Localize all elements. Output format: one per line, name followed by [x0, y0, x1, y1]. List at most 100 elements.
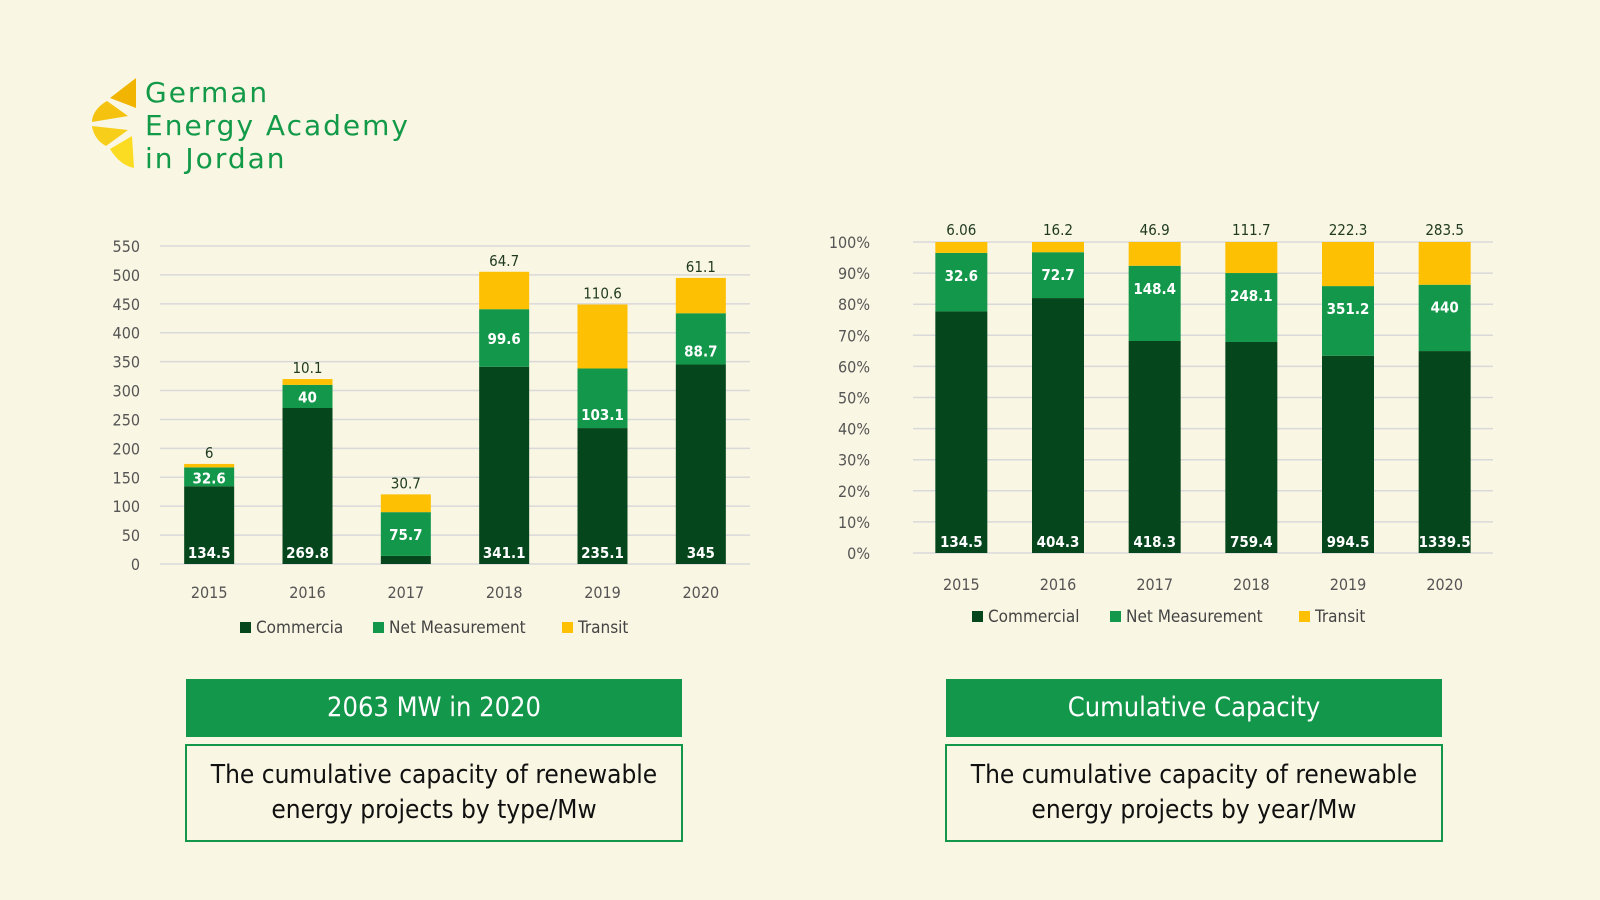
legend-label: Transit — [577, 618, 628, 638]
bar-segment-commercia — [380, 555, 431, 564]
legend-label: Commercia — [256, 618, 343, 638]
data-label: 351.2 — [1327, 300, 1370, 318]
bar-segment-transit — [1032, 242, 1084, 253]
bar-segment-net-measurement — [184, 467, 235, 487]
y-tick-label: 30% — [838, 451, 870, 470]
bar-segment-commercia — [479, 366, 530, 564]
bar-segment-commercial — [1225, 341, 1278, 553]
bar-segment-net-measurement — [577, 368, 628, 429]
data-label: 148.4 — [1133, 280, 1176, 298]
data-label: 61.1 — [686, 258, 716, 276]
y-tick-label: 200 — [113, 439, 140, 458]
y-tick-label: 550 — [113, 237, 140, 256]
data-label: 1339.5 — [1419, 533, 1471, 551]
bar-segment-transit — [935, 242, 988, 253]
data-label: 99.6 — [488, 330, 521, 348]
description-line: The cumulative capacity of renewable — [970, 760, 1418, 790]
x-tick-label: 2018 — [486, 583, 523, 602]
panel-title-bar: Cumulative Capacity — [946, 679, 1442, 737]
data-label: 88.7 — [684, 343, 717, 361]
cumulative-capacity-chart: 0% 10% 20% 30% 40% 50% 60% 70% 80% 90% 100% 134.5 32… — [829, 221, 1493, 627]
bar-segment-commercial — [1128, 340, 1181, 553]
logo-line: German — [145, 76, 270, 109]
bar-segment-net-measurement — [282, 384, 333, 409]
bar-segment-transit — [184, 463, 235, 468]
legend-swatch — [562, 622, 573, 633]
bar-segment-net-measurement — [1128, 265, 1181, 341]
y-tick-label: 50% — [838, 389, 870, 408]
y-tick-label: 400 — [113, 324, 140, 343]
bar-segment-net-measurement — [1322, 286, 1374, 356]
data-label: 64.7 — [489, 252, 519, 270]
data-label: 32.6 — [193, 469, 226, 487]
data-label: 111.7 — [1232, 221, 1271, 239]
bar-segment-net-measurement — [380, 512, 431, 556]
x-tick-label: 2016 — [289, 583, 326, 602]
data-label: 418.3 — [1133, 533, 1176, 551]
legend-swatch — [1110, 611, 1121, 622]
data-label: 40 — [298, 388, 317, 406]
data-label: 6 — [205, 444, 214, 462]
data-label: 110.6 — [583, 285, 622, 303]
data-label: 10.1 — [292, 359, 322, 377]
x-tick-label: 2015 — [191, 583, 228, 602]
x-tick-label: 2019 — [1330, 575, 1367, 594]
data-label: 235.1 — [581, 544, 624, 562]
legend-label: Transit — [1314, 607, 1365, 627]
bar-segment-commercia — [184, 486, 235, 564]
data-label: 6.06 — [946, 221, 976, 239]
data-label: 134.5 — [188, 544, 231, 562]
bar-segment-transit — [282, 379, 333, 385]
bar-segment-commercial — [1032, 298, 1084, 553]
y-tick-label: 10% — [838, 513, 870, 532]
panel-description: The cumulative capacity of renewable ene… — [185, 744, 683, 842]
x-tick-label: 2020 — [1426, 575, 1463, 594]
data-label: 32.6 — [945, 267, 978, 285]
y-tick-label: 100 — [113, 497, 140, 516]
bar-segment-commercia — [675, 364, 726, 564]
bar-segment-net-measurement — [1225, 273, 1278, 342]
data-label: 269.8 — [286, 544, 329, 562]
y-tick-label: 20% — [838, 482, 870, 501]
y-tick-label: 300 — [113, 382, 140, 401]
bar-segment-transit — [1322, 242, 1374, 287]
y-tick-label: 100% — [829, 233, 870, 252]
y-tick-label: 50 — [122, 526, 140, 545]
capacity-by-type-chart: 0 50 100 150 200 250 300 350 400 450 500 550 134.5 32… — [113, 237, 750, 638]
data-label: 341.1 — [483, 544, 526, 562]
data-label: 994.5 — [1327, 533, 1370, 551]
data-label: 72.7 — [1041, 266, 1074, 284]
legend-swatch — [972, 611, 983, 622]
bar-segment-net-measurement — [935, 252, 988, 312]
data-label: 46.9 — [1140, 221, 1170, 239]
bar-segment-transit — [479, 271, 530, 310]
bar-segment-transit — [675, 277, 726, 314]
data-label: 75.7 — [389, 526, 422, 544]
legend-label: Commercial — [988, 607, 1079, 627]
y-tick-label: 60% — [838, 357, 870, 376]
x-tick-label: 2017 — [388, 583, 425, 602]
logo-line: Energy Academy — [145, 109, 410, 142]
x-tick-label: 2016 — [1040, 575, 1077, 594]
data-label: 16.2 — [1043, 221, 1073, 239]
sun-slices-icon — [92, 78, 136, 168]
bar-segment-net-measurement — [1032, 252, 1084, 299]
data-label: 103.1 — [581, 406, 624, 424]
bar-segment-commercia — [577, 428, 628, 564]
x-tick-label: 2017 — [1136, 575, 1173, 594]
y-tick-label: 350 — [113, 353, 140, 372]
x-tick-label: 2018 — [1233, 575, 1270, 594]
y-tick-label: 0% — [847, 544, 870, 563]
bar-segment-net-measurement — [675, 313, 726, 365]
data-label: 30.7 — [391, 474, 421, 492]
x-tick-label: 2015 — [943, 575, 980, 594]
bar-segment-transit — [380, 494, 431, 513]
bar-segment-commercial — [1418, 351, 1471, 553]
bar-segment-net-measurement — [479, 309, 530, 367]
bar-segment-net-measurement — [1418, 284, 1471, 352]
y-tick-label: 70% — [838, 326, 870, 345]
data-label: 134.5 — [940, 533, 983, 551]
data-label: 759.4 — [1230, 533, 1273, 551]
y-tick-label: 450 — [113, 295, 140, 314]
x-tick-label: 2020 — [683, 583, 720, 602]
